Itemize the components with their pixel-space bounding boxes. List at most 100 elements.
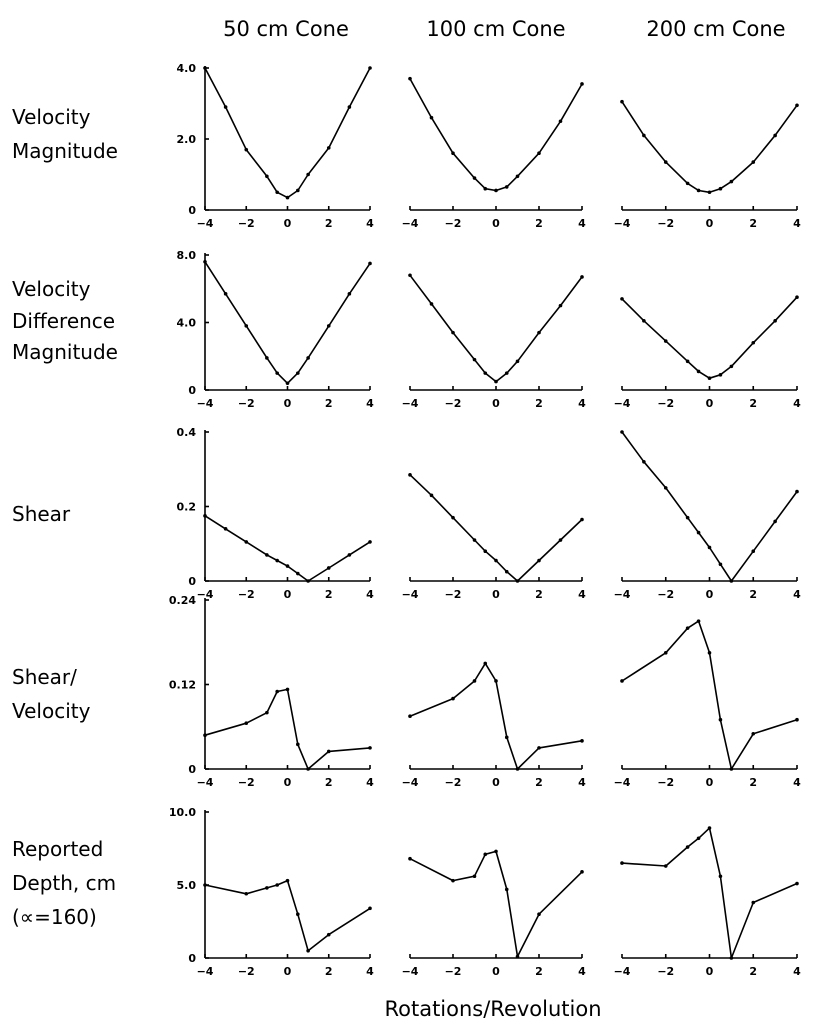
- data-point: [326, 749, 331, 754]
- x-tick-label: −2: [445, 588, 462, 601]
- x-tick-label: −2: [445, 965, 462, 978]
- data-point: [285, 195, 290, 200]
- row-label-shearvel-line1: Shear/: [12, 665, 77, 689]
- data-point: [368, 261, 372, 266]
- data-point: [751, 900, 756, 905]
- data-point: [244, 721, 249, 726]
- x-tick-label: 0: [492, 397, 500, 410]
- data-point: [642, 460, 646, 464]
- data-point: [451, 696, 455, 701]
- x-tick-label: 2: [749, 588, 757, 601]
- x-tick-label: 4: [793, 217, 801, 230]
- x-tick-label: 0: [492, 588, 500, 601]
- data-point: [275, 371, 279, 375]
- data-point: [223, 105, 228, 109]
- data-point: [729, 767, 734, 771]
- data-point: [663, 486, 668, 490]
- data-point: [265, 710, 269, 715]
- data-point: [326, 566, 331, 570]
- x-tick-label: 4: [793, 588, 801, 601]
- panel-r3-c0: −4 −2 0 2 4 0 0.12 0.24: [169, 594, 374, 789]
- data-point: [580, 739, 584, 743]
- x-tick-label: 4: [578, 217, 586, 230]
- data-point: [472, 176, 477, 180]
- data-point: [696, 619, 701, 623]
- x-tick-label: 0: [706, 588, 714, 601]
- x-tick-label: −4: [197, 397, 214, 410]
- data-point: [696, 836, 701, 841]
- data-point: [707, 190, 712, 195]
- x-tick-label: −4: [614, 588, 631, 601]
- data-point: [285, 564, 290, 568]
- data-point: [558, 303, 563, 308]
- data-point: [306, 579, 310, 583]
- y-tick-label: 10.0: [169, 806, 196, 819]
- data-point: [537, 912, 541, 916]
- x-tick-label: −2: [238, 588, 255, 601]
- data-point: [451, 330, 455, 335]
- data-point: [429, 302, 434, 306]
- x-tick-label: −4: [197, 965, 214, 978]
- data-point: [620, 430, 624, 434]
- y-tick-label: 0.4: [177, 426, 197, 439]
- x-tick-label: 2: [325, 397, 333, 410]
- x-tick-label: −2: [238, 397, 255, 410]
- x-tick-label: −4: [402, 965, 419, 978]
- data-point: [483, 186, 488, 191]
- data-point: [483, 661, 488, 666]
- data-point: [685, 359, 690, 364]
- data-point: [265, 174, 269, 179]
- y-tick-label: 2.0: [177, 133, 197, 146]
- x-tick-label: −2: [657, 217, 674, 230]
- data-point: [472, 357, 477, 362]
- row-label-vdiff-line1: Velocity: [12, 277, 91, 301]
- row-label-vdiff-line2: Difference: [12, 309, 115, 333]
- data-point: [558, 119, 563, 124]
- x-tick-label: −4: [614, 776, 631, 789]
- x-tick-label: −2: [657, 776, 674, 789]
- x-tick-label: 4: [366, 965, 374, 978]
- x-tick-label: −2: [238, 776, 255, 789]
- data-point: [265, 886, 269, 890]
- data-point: [408, 714, 412, 718]
- data-point: [685, 845, 690, 849]
- data-point: [296, 742, 300, 747]
- data-point: [296, 571, 300, 576]
- y-tick-label: 8.0: [177, 249, 197, 262]
- x-tick-label: −2: [657, 588, 674, 601]
- data-point: [483, 852, 488, 857]
- series-line: [409, 474, 583, 582]
- data-point: [203, 514, 207, 518]
- row-label-velocity-line2: Magnitude: [12, 139, 118, 163]
- data-point: [795, 489, 799, 494]
- data-point: [685, 181, 690, 186]
- row-label-depth-line3: (∝=160): [12, 905, 97, 929]
- row-label-vdiff-line3: Magnitude: [12, 340, 118, 364]
- data-point: [203, 733, 207, 737]
- panel-r4-c1: −4 −2 0 2 4: [402, 849, 586, 978]
- x-tick-label: 0: [284, 776, 292, 789]
- panel-r1-c0: −4 −2 0 2 4 0 4.0 8.0: [177, 249, 375, 410]
- data-point: [408, 273, 412, 278]
- panel-r3-c2: −4 −2 0 2 4: [614, 619, 801, 789]
- y-tick-label: 0: [188, 575, 196, 588]
- data-point: [275, 689, 279, 694]
- data-point: [483, 549, 488, 553]
- data-point: [751, 549, 756, 553]
- data-point: [203, 66, 207, 70]
- data-point: [537, 746, 541, 750]
- data-point: [696, 530, 701, 535]
- data-point: [285, 878, 290, 883]
- row-labels: Velocity Magnitude Velocity Difference M…: [12, 105, 118, 929]
- data-point: [504, 887, 509, 892]
- data-point: [729, 956, 734, 960]
- x-tick-label: −4: [402, 397, 419, 410]
- data-point: [558, 538, 563, 542]
- x-tick-label: 0: [706, 397, 714, 410]
- x-tick-label: 0: [284, 965, 292, 978]
- data-point: [773, 519, 777, 524]
- panel-r2-c0: −4 −2 0 2 4 0 0.2 0.4: [177, 426, 375, 601]
- x-tick-label: −4: [402, 217, 419, 230]
- x-tick-label: 2: [535, 217, 543, 230]
- data-point: [707, 651, 712, 655]
